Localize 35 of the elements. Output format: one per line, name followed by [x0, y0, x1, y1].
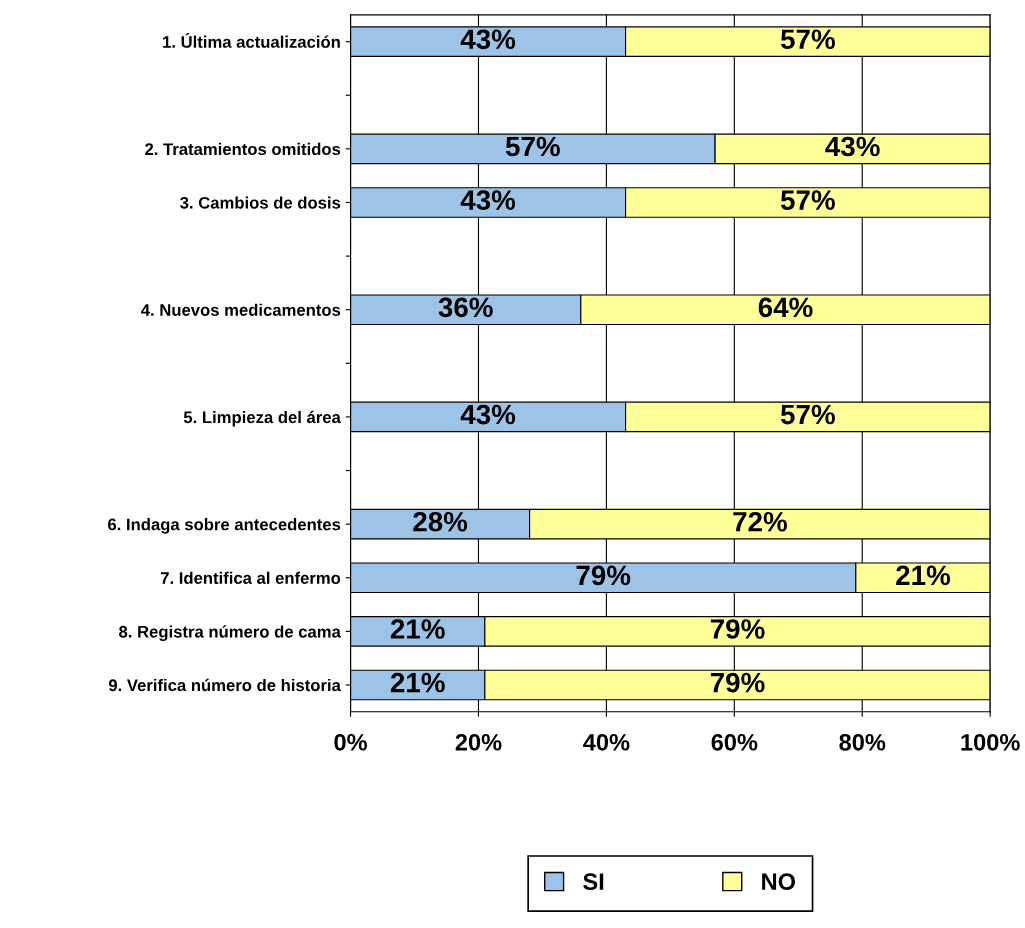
data-label: 79%: [576, 565, 631, 586]
x-tick-label: 60%: [711, 733, 758, 751]
data-label: 21%: [896, 565, 951, 586]
data-label: 28%: [413, 511, 468, 532]
y-tick-label: 3. Cambios de dosis: [180, 196, 341, 209]
x-tick-label: 80%: [839, 733, 886, 751]
data-label: 79%: [710, 619, 765, 639]
data-label: 57%: [505, 136, 560, 157]
data-label: 79%: [710, 672, 765, 693]
data-label: 21%: [390, 619, 445, 639]
x-tick-label: 40%: [583, 733, 630, 751]
data-label: 43%: [460, 29, 516, 50]
y-tick-label: 5. Limpieza del área: [183, 410, 341, 427]
data-label: 57%: [780, 404, 835, 425]
data-label: 43%: [460, 190, 516, 210]
data-label: 43%: [460, 404, 516, 425]
y-tick-label: 6. Indaga sobre antecedentes: [108, 518, 341, 534]
y-tick-label: 9. Verifica número de historia: [108, 678, 341, 692]
y-tick-label: 2. Tratamientos omitidos: [145, 142, 341, 156]
data-label: 43%: [825, 136, 880, 157]
y-tick-label: 1. Última actualización: [163, 32, 340, 48]
data-label: 72%: [733, 511, 787, 532]
x-tick-label: 100%: [961, 733, 1020, 751]
data-label: 64%: [758, 297, 813, 318]
y-tick-label: 4. Nuevos medicamentos: [141, 303, 341, 316]
data-label: 21%: [390, 672, 445, 693]
x-tick-label: 20%: [455, 733, 502, 751]
data-label: 57%: [780, 29, 835, 50]
x-tick-label: 0%: [334, 733, 367, 751]
data-label: 57%: [780, 190, 835, 210]
y-tick-label: 8. Registra número de cama: [119, 625, 341, 641]
y-tick-label: 7. Identifica al enfermo: [160, 571, 341, 584]
legend-label: NO: [762, 873, 796, 890]
legend-label: SI: [583, 873, 604, 890]
data-label: 36%: [438, 297, 493, 318]
